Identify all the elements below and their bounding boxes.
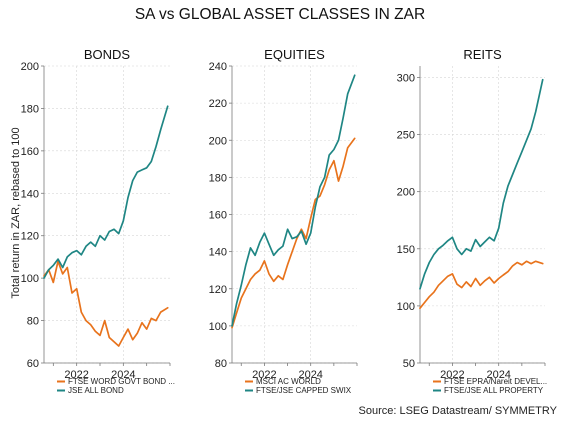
panel-title-reits: REITS	[463, 47, 502, 62]
x-tick-label: 2022	[252, 369, 276, 381]
y-tick-label: 160	[21, 146, 39, 158]
x-tick-label: 2024	[111, 369, 135, 381]
series-line-bonds-sa	[43, 105, 169, 279]
y-tick-label: 300	[397, 72, 415, 84]
x-tick-label: 2024	[486, 369, 510, 381]
series-line-reits-global	[419, 260, 544, 310]
y-tick-label: 80	[215, 358, 227, 370]
y-axis-label: Total return in ZAR, rebased to 100	[10, 127, 22, 298]
series-line-equities-sa	[231, 74, 356, 327]
x-tick-label: 2024	[298, 369, 322, 381]
panel-title-bonds: BONDS	[84, 47, 131, 62]
y-tick-label: 180	[209, 172, 227, 184]
y-tick-label: 120	[21, 231, 39, 243]
y-tick-label: 100	[209, 321, 227, 333]
x-tick-label: 2022	[64, 369, 88, 381]
y-tick-label: 220	[209, 98, 227, 110]
y-tick-label: 160	[209, 210, 227, 222]
legend-label: FTSE/JSE ALL PROPERTY	[444, 386, 544, 395]
y-tick-label: 60	[27, 358, 39, 370]
figure-title: SA vs GLOBAL ASSET CLASSES IN ZAR	[135, 6, 425, 23]
y-tick-label: 240	[209, 61, 227, 73]
y-tick-label: 100	[21, 273, 39, 285]
panel-title-equities: EQUITIES	[264, 47, 325, 62]
x-tick-label: 2022	[440, 369, 464, 381]
y-tick-label: 200	[209, 135, 227, 147]
legend-label: FTSE WORD GOVT BOND ...	[68, 377, 175, 386]
source-note: Source: LSEG Datastream/ SYMMETRY	[359, 405, 558, 417]
series-line-bonds-global	[43, 260, 169, 347]
y-tick-label: 200	[21, 61, 39, 73]
y-tick-label: 140	[21, 188, 39, 200]
series-line-equities-global	[231, 137, 356, 329]
y-tick-label: 50	[403, 358, 415, 370]
legend-label: JSE ALL BOND	[68, 386, 124, 395]
chart-equities: EQUITIES 80 100 120 140 160 180 200 220 240 2022 20…	[209, 47, 358, 395]
series-line-reits-sa	[419, 78, 544, 290]
y-tick-label: 250	[397, 130, 415, 142]
y-tick-label: 180	[21, 103, 39, 115]
y-tick-label: 200	[397, 187, 415, 199]
chart-bonds: BONDS 60 80 100 120 140 160 180 200 2022 2024FTSE …	[21, 47, 175, 395]
legend-label: FTSE EPRA/Nareit DEVEL...	[444, 377, 547, 386]
legend-label: FTSE/JSE CAPPED SWIX	[256, 386, 352, 395]
y-tick-label: 150	[397, 244, 415, 256]
y-tick-label: 140	[209, 247, 227, 259]
y-tick-label: 120	[209, 284, 227, 296]
y-tick-label: 100	[397, 301, 415, 313]
legend-label: MSCI AC WORLD	[256, 377, 321, 386]
y-tick-label: 80	[27, 316, 39, 328]
